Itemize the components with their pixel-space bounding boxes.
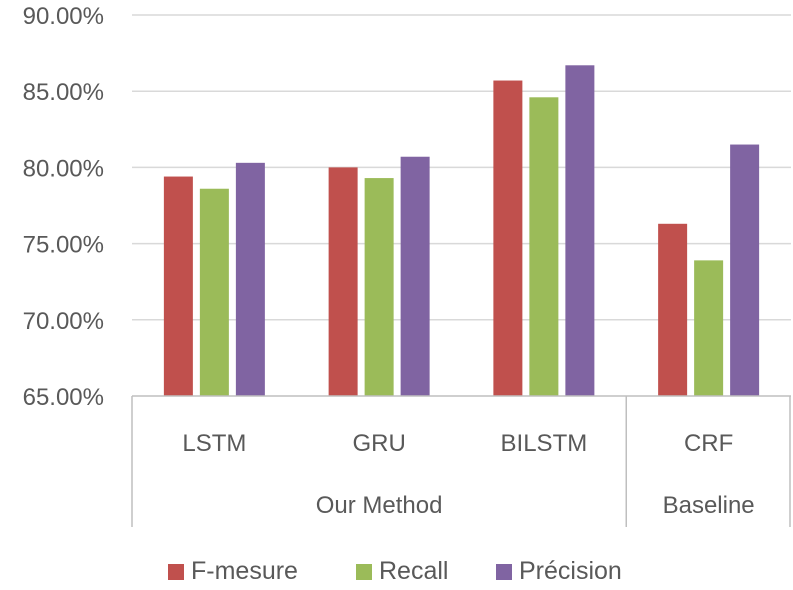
- bar-pr-cision-crf: [730, 144, 760, 396]
- x-tick-label: CRF: [684, 430, 733, 457]
- x-group-label: Baseline: [663, 492, 755, 519]
- gridlines: [132, 14, 791, 321]
- bar-pr-cision-lstm: [235, 162, 265, 396]
- x-tick-label: BILSTM: [501, 430, 588, 457]
- legend: F-mesure Recall Précision: [168, 557, 622, 585]
- x-tick-label: GRU: [352, 430, 405, 457]
- y-tick-label: 65.00%: [23, 384, 104, 411]
- x-group-label: Our Method: [316, 492, 443, 519]
- legend-swatch: [496, 564, 512, 580]
- bar-f-mesure-gru: [328, 167, 358, 396]
- legend-label: F-mesure: [191, 557, 298, 585]
- bar-pr-cision-bilstm: [565, 65, 595, 397]
- y-tick-label: 75.00%: [23, 232, 104, 259]
- bar-recall-gru: [364, 178, 394, 396]
- bar-f-mesure-lstm: [163, 176, 193, 396]
- x-tick-label: LSTM: [182, 430, 246, 457]
- y-axis-ticks: 65.00% 70.00% 75.00% 80.00% 85.00% 90.00%: [23, 3, 104, 411]
- bar-recall-crf: [694, 260, 724, 396]
- bar-f-mesure-bilstm: [493, 80, 523, 397]
- y-tick-label: 80.00%: [23, 155, 104, 182]
- y-tick-label: 70.00%: [23, 308, 104, 335]
- legend-swatch: [168, 564, 184, 580]
- bar-f-mesure-crf: [658, 223, 688, 396]
- legend-swatch: [356, 564, 372, 580]
- legend-label: Recall: [379, 557, 448, 585]
- y-tick-label: 85.00%: [23, 79, 104, 106]
- bars: [163, 65, 760, 397]
- x-axis: LSTM GRU BILSTM CRF Our Method Baseline: [131, 395, 791, 527]
- legend-label: Précision: [519, 557, 622, 585]
- y-tick-label: 90.00%: [23, 3, 104, 30]
- bar-pr-cision-gru: [400, 156, 430, 396]
- bar-recall-bilstm: [529, 97, 559, 397]
- bar-recall-lstm: [199, 188, 229, 396]
